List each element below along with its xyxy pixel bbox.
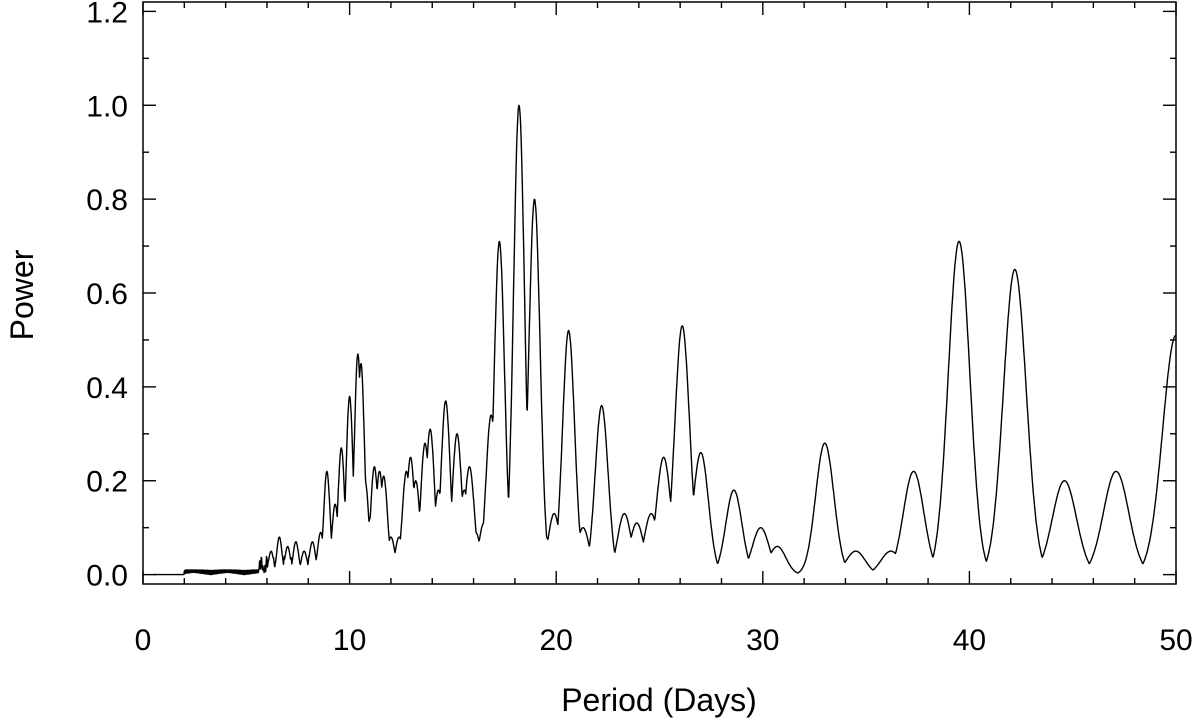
axis-ticks <box>142 2 1177 584</box>
y-tick-label: 0.2 <box>86 466 128 499</box>
tick-labels: 0 10 20 30 40 50 0.0 0.2 0.4 0.6 0.8 1.0 1.2 <box>86 0 1192 657</box>
y-tick-label: 0.8 <box>86 184 128 217</box>
plot-frame <box>142 1 1177 585</box>
y-axis-title: Power <box>4 249 40 340</box>
y-tick-label: 0.4 <box>86 372 128 405</box>
x-tick-label: 40 <box>953 624 986 657</box>
x-tick-label: 30 <box>746 624 779 657</box>
y-tick-label: 1.2 <box>86 0 128 29</box>
y-tick-label: 1.0 <box>86 90 128 123</box>
x-tick-label: 10 <box>333 624 366 657</box>
y-tick-label: 0.0 <box>86 560 128 593</box>
y-tick-label: 0.6 <box>86 278 128 311</box>
x-axis-title: Period (Days) <box>561 682 757 718</box>
x-tick-label: 50 <box>1159 624 1192 657</box>
x-tick-label: 20 <box>540 624 573 657</box>
x-tick-label: 0 <box>135 624 152 657</box>
series-line <box>153 104 1177 576</box>
